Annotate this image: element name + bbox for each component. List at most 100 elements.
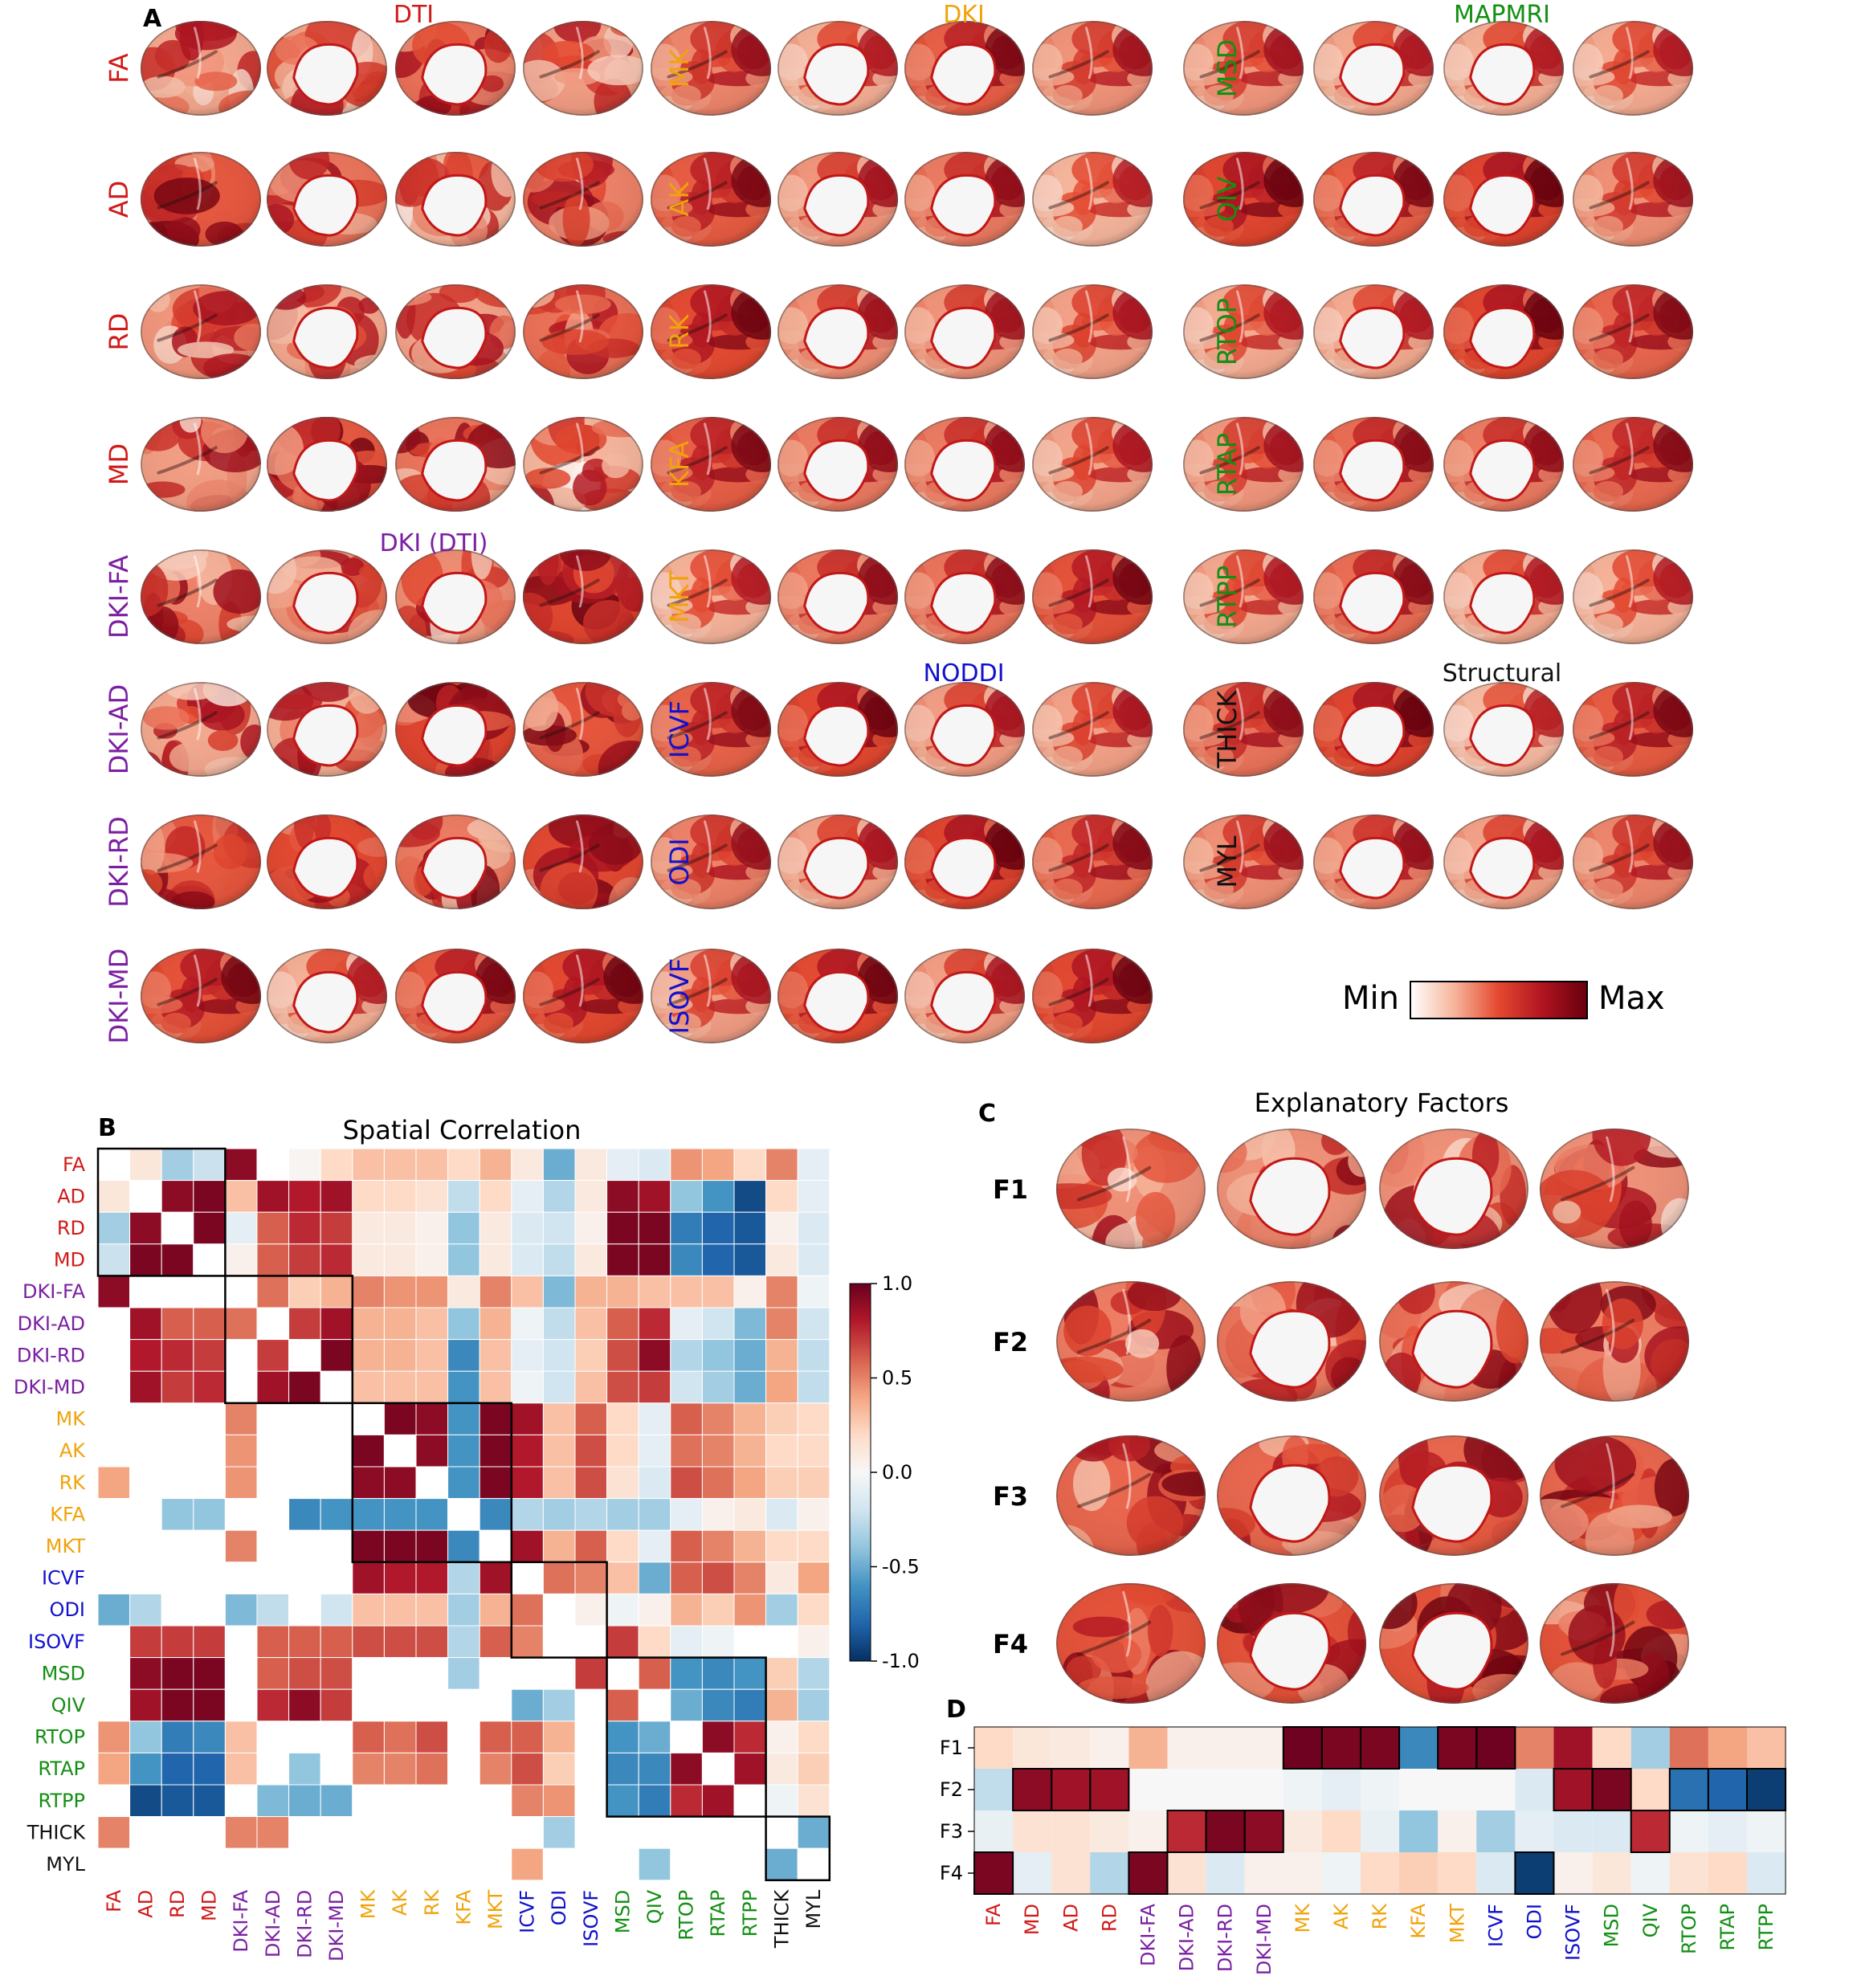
corr-cell-MKT-KFA xyxy=(447,1529,480,1563)
metric-label-rtpp: RTPP xyxy=(1212,565,1243,628)
factor-map-f1-view-1 xyxy=(1056,1129,1206,1249)
corr-cell-DKI-AD-DKI-MD xyxy=(320,1307,353,1341)
corr-cell-DKI-FA-DKI-FA xyxy=(224,1275,258,1308)
corr-cell-RTPP-ISOVF xyxy=(574,1784,608,1818)
corr-cell-MD-MKT xyxy=(479,1243,512,1276)
loading-col-label-rtop: RTOP xyxy=(1678,1904,1700,1954)
loading-highlight-F2-RD xyxy=(1089,1768,1130,1811)
loading-cell-F1-RK xyxy=(1361,1727,1400,1769)
brain-map-mk-view-3 xyxy=(904,21,1025,116)
corr-cell-DKI-MD-RK xyxy=(415,1370,449,1404)
corr-row-label-mkt: MKT xyxy=(46,1535,86,1557)
brain-map-ad-view-2 xyxy=(267,152,387,247)
corr-col-label-ad: AD xyxy=(134,1890,157,1918)
corr-row-label-dki-fa: DKI-FA xyxy=(22,1280,86,1303)
corr-cell-QIV-ISOVF xyxy=(574,1688,608,1722)
corr-cell-MKT-RK xyxy=(415,1529,449,1563)
corr-cell-MSD-QIV xyxy=(638,1657,671,1690)
corr-row-label-msd: MSD xyxy=(42,1662,85,1684)
corr-cell-KFA-KFA xyxy=(447,1498,480,1531)
corr-cell-KFA-MKT xyxy=(479,1498,512,1531)
corr-cell-MSD-MKT xyxy=(479,1657,512,1690)
corr-cell-DKI-AD-MYL xyxy=(797,1307,830,1341)
corr-cell-DKI-FA-ODI xyxy=(542,1275,576,1308)
loading-cell-F2-FA xyxy=(974,1769,1014,1810)
metric-label-rk: RK xyxy=(664,313,695,349)
corr-cell-RK-MKT xyxy=(479,1466,512,1500)
brain-map-rtap-view-2 xyxy=(1313,417,1434,512)
corr-block-outline-6 xyxy=(765,1815,831,1882)
brain-map-dki-fa-view-3 xyxy=(395,549,516,644)
corr-cell-MD-RTAP xyxy=(701,1243,735,1276)
brain-map-thick-view-1 xyxy=(1183,682,1304,777)
corr-cell-ICVF-AK xyxy=(383,1561,417,1594)
corr-cell-ODI-THICK xyxy=(765,1593,798,1627)
correlation-matrix-block-outlines xyxy=(96,1147,831,1882)
brain-map-myl-view-4 xyxy=(1573,814,1693,909)
corr-cell-MK-DKI-AD xyxy=(256,1402,290,1435)
loading-cell-F3-MKT xyxy=(1438,1810,1477,1852)
corr-cell-RTOP-RTOP xyxy=(670,1721,703,1753)
corr-cell-KFA-AD xyxy=(129,1498,162,1531)
corr-cell-DKI-MD-THICK xyxy=(765,1370,798,1404)
loading-cell-F2-MKT xyxy=(1438,1769,1477,1810)
brain-map-myl-view-1 xyxy=(1183,814,1304,909)
corr-cell-MD-ISOVF xyxy=(574,1243,608,1276)
corr-cell-MD-RTOP xyxy=(670,1243,703,1276)
corr-cell-DKI-FA-MYL xyxy=(797,1275,830,1308)
loading-cell-F3-KFA xyxy=(1399,1810,1439,1852)
corr-cell-MKT-DKI-RD xyxy=(288,1529,321,1563)
factor-label-f4: F4 xyxy=(993,1629,1028,1659)
corr-cell-FA-MD xyxy=(193,1148,226,1182)
loading-cell-F1-AK xyxy=(1321,1727,1361,1769)
corr-cell-RD-RK xyxy=(415,1211,449,1245)
corr-cell-RK-THICK xyxy=(765,1466,798,1500)
corr-cell-AD-RTAP xyxy=(701,1180,735,1213)
brain-map-msd-view-2 xyxy=(1313,21,1434,116)
corr-cell-MYL-RTAP xyxy=(701,1847,735,1881)
corr-cell-RTOP-MYL xyxy=(797,1721,830,1753)
corr-cell-DKI-AD-MD xyxy=(193,1307,226,1341)
corr-cell-ODI-FA xyxy=(97,1593,131,1627)
loading-cell-F4-DKI-AD xyxy=(1167,1852,1206,1894)
corr-cell-KFA-DKI-AD xyxy=(256,1498,290,1531)
factor-label-f1: F1 xyxy=(993,1174,1028,1205)
corr-cell-THICK-RK xyxy=(415,1816,449,1849)
corr-col-label-icvf: ICVF xyxy=(516,1890,539,1933)
corr-cell-RD-MK xyxy=(352,1211,385,1245)
corr-cell-MKT-RTPP xyxy=(733,1529,767,1563)
corr-cell-RTOP-DKI-RD xyxy=(288,1721,321,1753)
brain-map-rtap-view-1 xyxy=(1183,417,1304,512)
corr-cell-AK-QIV xyxy=(638,1434,671,1468)
brain-map-md-view-1 xyxy=(141,417,261,512)
corr-cell-MK-ICVF xyxy=(511,1402,544,1435)
brain-map-odi-view-1 xyxy=(651,814,771,909)
corr-cell-RTPP-MD xyxy=(193,1784,226,1818)
metric-label-rtap: RTAP xyxy=(1212,433,1243,496)
corr-cell-DKI-AD-RTOP xyxy=(670,1307,703,1341)
brain-map-dki-rd-view-1 xyxy=(141,814,261,909)
corr-cell-RTOP-FA xyxy=(97,1721,131,1753)
corr-cell-MYL-ODI xyxy=(542,1847,576,1881)
brain-map-rtap-view-3 xyxy=(1443,417,1564,512)
corr-cell-DKI-FA-DKI-AD xyxy=(256,1275,290,1308)
corr-cell-RK-FA xyxy=(97,1466,131,1500)
corr-cell-DKI-FA-FA xyxy=(97,1275,131,1308)
corr-cell-RTPP-RTOP xyxy=(670,1784,703,1818)
corr-cell-RD-DKI-FA xyxy=(224,1211,258,1245)
loading-cell-F1-RTOP xyxy=(1669,1727,1708,1769)
loading-col-label-rtap: RTAP xyxy=(1716,1904,1739,1951)
brain-map-ad-view-1 xyxy=(141,152,261,247)
corr-cell-RTOP-THICK xyxy=(765,1721,798,1753)
group-title-structural: Structural xyxy=(1443,659,1561,688)
loading-cell-F1-DKI-RD xyxy=(1206,1727,1245,1769)
loading-cell-F1-MKT xyxy=(1438,1727,1477,1769)
corr-cell-FA-DKI-MD xyxy=(320,1148,353,1182)
corr-col-label-dki-ad: DKI-AD xyxy=(262,1890,284,1957)
loading-cell-F3-ODI xyxy=(1515,1810,1554,1852)
corr-cell-MK-DKI-MD xyxy=(320,1402,353,1435)
corr-cell-MYL-RTOP xyxy=(670,1847,703,1881)
corr-cell-THICK-THICK xyxy=(765,1816,798,1849)
corr-cell-RTPP-RK xyxy=(415,1784,449,1818)
brain-map-thick-view-3 xyxy=(1443,682,1564,777)
